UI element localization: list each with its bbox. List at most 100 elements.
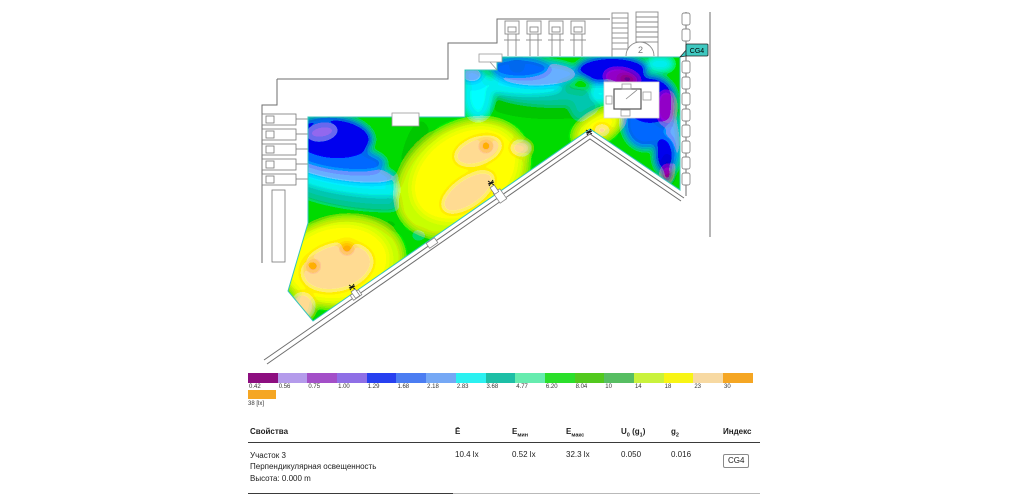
scale-segment: 0.56 (277, 373, 308, 390)
scale-segment-color (574, 373, 605, 383)
column-header: Свойства (250, 427, 289, 436)
walls (261, 12, 711, 365)
false-color-scale: 0.42 0.56 0.75 1.00 1.29 1.68 2.18 2.83 3.68 4.77… (248, 373, 753, 390)
chair (504, 20, 520, 56)
scale-38lx-label: 38 [lx] (248, 401, 265, 407)
scale-segment-color (604, 373, 634, 383)
results-table: Свойства Ē Eмин Eмакс U0 (g1) g2 Индекс Участо… (248, 426, 760, 495)
results-table-row: Участок 3 Перпендикулярная освещенность … (248, 443, 760, 485)
cg4-callout: CG4 (679, 43, 709, 58)
scale-segment-color (723, 373, 753, 383)
bench-symbols (261, 113, 309, 263)
scale-segment: 2.83 (455, 373, 486, 390)
scale-segment-value: 10 (605, 384, 612, 390)
scale-segment-value: 1.68 (397, 384, 410, 390)
stepped-wall (277, 18, 610, 80)
scale-segment-color (485, 373, 516, 383)
scale-segment-color (663, 373, 694, 383)
scale-segment-value: 23 (694, 384, 701, 390)
column-header: U0 (g1) (621, 427, 646, 439)
scale-segment: 18 (663, 373, 694, 390)
e-min-value: 0.52 lx (512, 449, 536, 459)
scale-segment-value: 1.29 (367, 384, 380, 390)
empty-callouts (391, 53, 503, 127)
scale-segment-color (337, 373, 367, 383)
left-wall (261, 79, 278, 263)
scale-segment-value: 4.77 (516, 384, 528, 390)
results-table-header: Свойства Ē Eмин Eмакс U0 (g1) g2 Индекс (248, 426, 760, 442)
surface-type: Перпендикулярная освещенность (250, 462, 377, 472)
scale-segment: 10 (604, 373, 634, 390)
bench (261, 173, 309, 186)
surface-name: Участок 3 (250, 450, 286, 460)
surface-height: Высота: 0.000 m (250, 473, 311, 483)
luminaire-icons (348, 128, 593, 299)
stair-number: 2 (638, 45, 643, 55)
scale-segment: 1.29 (366, 373, 397, 390)
scale-segment-value: 18 (664, 384, 672, 390)
column-header: Ē (455, 427, 461, 436)
scale-segment-color (277, 373, 308, 383)
e-avg-value: 10.4 lx (455, 449, 479, 459)
scale-segment-color (426, 373, 456, 383)
diagonal-wall-line1 (263, 133, 685, 361)
header-rule (248, 441, 760, 443)
e-max-value: 32.3 lx (566, 449, 590, 459)
diagonal-wall-line2 (266, 138, 682, 365)
scale-segment: 23 (693, 373, 723, 390)
bench (261, 143, 309, 156)
scale-segment: 14 (633, 373, 664, 390)
scale-segment: 8.04 (574, 373, 605, 390)
scale-segment: 30 (723, 373, 753, 390)
scale-38lx-swatch (248, 390, 276, 399)
column-header: g2 (671, 427, 679, 439)
scale-segment-value: 1.00 (338, 384, 350, 390)
luminaire-icon (585, 128, 593, 136)
scale-segment-color (248, 373, 278, 383)
scale-segment-value: 0.56 (278, 384, 291, 390)
stairs: 2 (611, 11, 659, 57)
bench (261, 158, 309, 171)
scale-segment-value: 3.68 (486, 384, 499, 390)
chair-symbols (504, 20, 586, 56)
scale-segment-value: 2.18 (427, 384, 439, 390)
chair (570, 20, 586, 56)
scale-segment-value: 0.42 (249, 384, 261, 390)
stair-arc (625, 41, 655, 57)
scale-segment: 6.20 (544, 373, 575, 390)
scale-segment-color (693, 373, 723, 383)
scale-segment: 1.68 (396, 373, 427, 390)
luminaire-icon (487, 179, 500, 195)
table-bottom-rule (248, 493, 760, 495)
inset-table (603, 81, 660, 119)
luminaire-icon (348, 283, 361, 299)
scale-segment-color (515, 373, 545, 383)
scale-segment-value: 8.04 (575, 384, 588, 390)
scale-segment-color (544, 373, 575, 383)
column-header: Индекс (723, 427, 752, 436)
index-badge: CG4 (723, 453, 750, 468)
column-header: Eмин (512, 427, 529, 439)
scale-segment: 2.18 (426, 373, 456, 390)
scale-segment-value: 6.20 (545, 384, 558, 390)
scale-segment: 0.42 (248, 373, 278, 390)
scale-segment-color (396, 373, 427, 383)
index-cell: CG4 (721, 443, 760, 485)
bench (261, 113, 309, 126)
calculation-area-outline (287, 56, 681, 322)
chair (526, 20, 542, 56)
scale-segment-value: 30 (724, 384, 731, 390)
column-blocks (681, 12, 691, 186)
scale-segment-value: 0.75 (308, 384, 321, 390)
scale-segment: 1.00 (337, 373, 367, 390)
scale-segment: 0.75 (307, 373, 338, 390)
scale-segment-color (455, 373, 486, 383)
g2-value: 0.016 (671, 449, 692, 459)
scale-segment-value: 14 (634, 384, 642, 390)
scale-segment-color (307, 373, 338, 383)
bench (261, 128, 309, 141)
scale-segment-value: 2.83 (456, 384, 469, 390)
u0-value: 0.050 (621, 449, 642, 459)
